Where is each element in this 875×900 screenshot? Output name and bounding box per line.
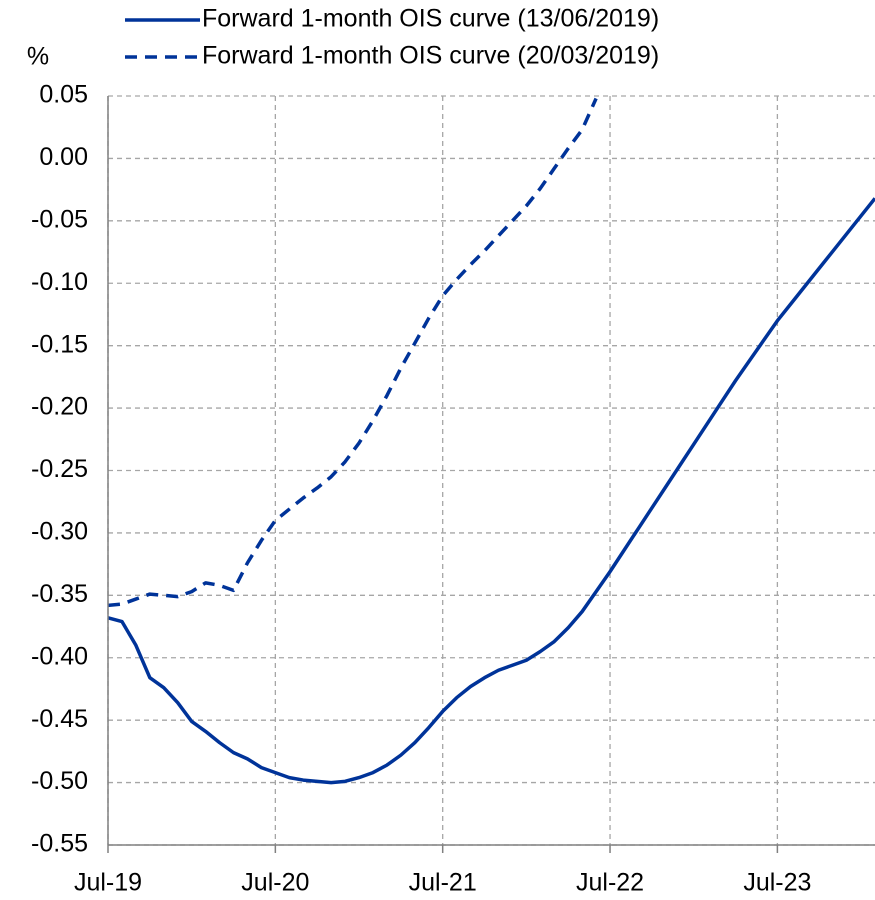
grid: [107, 95, 875, 846]
series-line: [108, 97, 598, 608]
lines: [108, 97, 875, 785]
y-tick-label: -0.55: [31, 830, 88, 858]
y-axis-label: %: [27, 43, 49, 71]
y-tick-label: -0.45: [31, 705, 88, 733]
legend-label: Forward 1-month OIS curve (20/03/2019): [202, 42, 659, 70]
y-tick-label: -0.40: [31, 642, 88, 670]
y-tick-label: -0.35: [31, 580, 88, 608]
x-tick-label: Jul-19: [74, 869, 142, 897]
y-tick-label: -0.05: [31, 205, 88, 233]
legend-label: Forward 1-month OIS curve (13/06/2019): [202, 5, 659, 33]
x-tick-label: Jul-20: [241, 869, 309, 897]
y-tick-label: -0.20: [31, 393, 88, 421]
y-tick-label: -0.25: [31, 455, 88, 483]
x-tick-label: Jul-21: [409, 869, 477, 897]
x-tick-label: Jul-23: [743, 869, 811, 897]
y-tick-label: 0.05: [39, 81, 88, 109]
y-tick-label: 0.00: [39, 143, 88, 171]
y-tick-label: -0.30: [31, 518, 88, 546]
y-tick-label: -0.10: [31, 268, 88, 296]
y-tick-label: -0.15: [31, 330, 88, 358]
x-tick-label: Jul-22: [576, 869, 644, 897]
y-tick-label: -0.50: [31, 767, 88, 795]
series-line: [108, 197, 875, 785]
